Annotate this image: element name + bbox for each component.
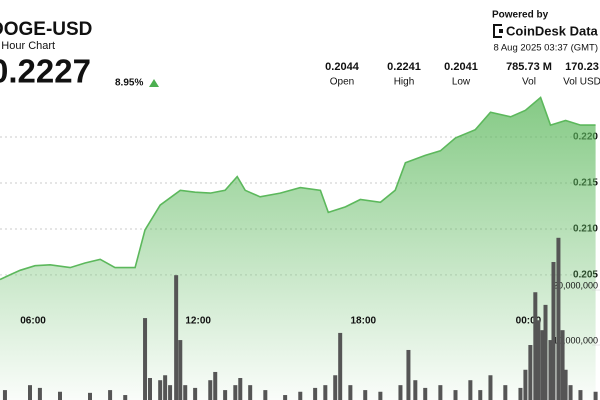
x-tick-label: 18:00 xyxy=(351,316,377,327)
volume-bar xyxy=(178,340,183,400)
stat-label: Low xyxy=(452,77,471,88)
volume-bar xyxy=(28,385,32,400)
volume-bar xyxy=(208,380,213,400)
volume-bar xyxy=(528,345,533,400)
volume-bar xyxy=(143,318,148,400)
volume-bar xyxy=(183,385,188,400)
volume-bar xyxy=(313,387,318,400)
volume-bar xyxy=(518,387,523,400)
volume-bar xyxy=(108,390,113,400)
x-tick-label: 06:00 xyxy=(20,316,46,327)
volume-bar xyxy=(168,385,173,400)
stat-label: Open xyxy=(330,77,354,88)
volume-bar xyxy=(163,375,168,400)
volume-bar xyxy=(148,378,152,400)
volume-bar xyxy=(37,387,42,400)
volume-bar xyxy=(233,385,238,400)
volume-bar xyxy=(563,369,568,400)
volume-bar xyxy=(263,390,268,400)
volume-bar xyxy=(551,261,556,400)
x-tick-label: 00:00 xyxy=(516,316,542,327)
volume-bar xyxy=(213,371,218,400)
volume-bar xyxy=(578,390,583,400)
subtitle: 24 Hour Chart xyxy=(0,40,55,52)
volume-bar xyxy=(174,275,179,400)
up-arrow xyxy=(149,79,159,87)
volume-bar xyxy=(333,375,338,400)
powered-by: Powered by xyxy=(492,10,549,21)
volume-bar xyxy=(543,304,548,400)
volume-bar xyxy=(533,292,538,400)
price-line xyxy=(0,96,596,281)
volume-bar xyxy=(348,385,353,400)
x-tick-label: 12:00 xyxy=(185,316,211,327)
volume-bar xyxy=(88,392,92,400)
volume-bar xyxy=(523,369,528,400)
volume-bar xyxy=(568,385,573,400)
stat-label: Vol xyxy=(522,77,536,88)
volume-bar xyxy=(248,385,253,400)
volume-bar xyxy=(123,395,128,400)
volume-bar xyxy=(560,330,565,400)
volume-bar xyxy=(323,385,328,400)
stat-value: 170.23 xyxy=(565,61,599,73)
stat-value: 0.2041 xyxy=(444,61,478,73)
volume-bar xyxy=(363,390,368,400)
price: 0.2227 xyxy=(0,53,91,90)
volume-bar xyxy=(453,390,458,400)
volume-bar xyxy=(503,385,508,400)
volume-bar xyxy=(536,320,541,400)
stats: 0.2044 Open 0.2241 High 0.2041 Low 785.73 M Vol… xyxy=(325,61,600,88)
volume-bar xyxy=(2,390,7,400)
stat-label: High xyxy=(394,77,415,88)
area-fill xyxy=(0,97,596,400)
volume-bar xyxy=(398,385,403,400)
volume-bar xyxy=(238,378,243,400)
stat-value: 0.2241 xyxy=(387,61,421,73)
volume-bar xyxy=(540,330,545,400)
volume-bar xyxy=(298,391,303,400)
volume-bar xyxy=(338,332,343,400)
vol-tick-label: 10,000,000 xyxy=(553,335,598,345)
volume-bar xyxy=(488,375,493,400)
volume-bar xyxy=(593,391,598,400)
plot: 0.2200.2150.2100.20506:0012:0018:0000:00… xyxy=(0,96,600,400)
volume-bar xyxy=(478,390,483,400)
volume-bar xyxy=(438,385,443,400)
logo-icon xyxy=(493,24,503,38)
volume-bar xyxy=(468,380,473,400)
volume-bar xyxy=(223,390,228,400)
brand: CoinDesk Data xyxy=(506,23,599,38)
stat-label: Vol USD xyxy=(563,77,600,88)
change: 8.95% xyxy=(115,78,143,89)
volume-bar xyxy=(378,391,383,400)
volume-bar xyxy=(413,380,418,400)
volume-bar xyxy=(423,387,428,400)
volume-bar xyxy=(193,387,198,400)
timestamp: 8 Aug 2025 03:37 (GMT) xyxy=(493,43,598,54)
volume-bar xyxy=(283,395,288,400)
volume-bar xyxy=(548,340,553,400)
stat-value: 785.73 M xyxy=(506,61,552,73)
volume-bar xyxy=(406,349,411,400)
volume-bar xyxy=(158,380,163,400)
vol-tick-label: 20,000,000 xyxy=(553,280,598,290)
stat-value: 0.2044 xyxy=(325,61,360,73)
symbol: DOGE-USD xyxy=(0,19,92,40)
volume-bar xyxy=(556,237,561,400)
volume-bar xyxy=(58,391,62,400)
